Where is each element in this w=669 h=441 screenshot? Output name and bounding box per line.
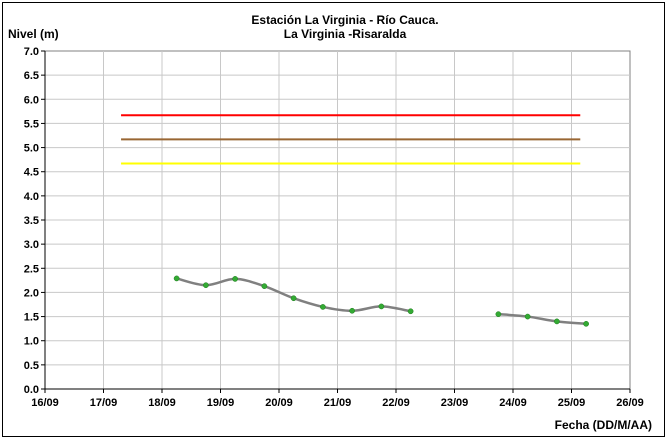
chart-title: Estación La Virginia - Río Cauca.: [251, 13, 438, 27]
y-tick-label: 5.5: [24, 118, 39, 130]
y-tick-label: 4.0: [24, 191, 39, 203]
series-line-segment: [498, 312, 587, 326]
x-tick-label: 18/09: [148, 397, 176, 409]
x-axis-label: Fecha (DD/M/AA): [555, 418, 652, 432]
y-tick-label: 3.5: [24, 215, 39, 227]
data-point: [378, 303, 385, 310]
y-tick-label: 2.5: [24, 263, 39, 275]
x-tick-label: 21/09: [324, 397, 352, 409]
x-tick-label: 23/09: [441, 397, 469, 409]
y-tick-label: 5.0: [24, 143, 39, 155]
x-tick-label: 16/09: [31, 397, 59, 409]
data-point: [290, 295, 297, 302]
y-tick-label: 4.5: [24, 167, 39, 179]
x-tick-label: 26/09: [616, 397, 644, 409]
data-point: [320, 304, 326, 310]
data-point: [173, 275, 180, 282]
y-tick-label: 3.0: [24, 239, 39, 251]
y-axis-label: Nivel (m): [8, 27, 59, 41]
x-tick-label: 20/09: [265, 397, 293, 409]
chart-subtitle: La Virginia -Risaralda: [284, 27, 407, 41]
y-tick-label: 1.5: [24, 312, 39, 324]
y-tick-label: 6.0: [24, 94, 39, 106]
x-tick-label: 19/09: [207, 397, 235, 409]
data-point: [495, 311, 502, 318]
axis-layer: 0.0 0.5 1.0 1.5 2.0 2.5 3.0 3.5 4.0 4.5 5.0 5.5 6.0 6…: [24, 46, 644, 409]
series-layer: [173, 275, 589, 327]
y-tick-label: 7.0: [24, 46, 39, 58]
data-point: [232, 276, 238, 282]
series-line-segment: [176, 277, 411, 313]
threshold-layer: [121, 114, 581, 165]
data-point: [261, 283, 268, 290]
x-tick-label: 22/09: [382, 397, 410, 409]
data-point: [524, 313, 531, 320]
x-tick-label: 17/09: [90, 397, 118, 409]
data-point: [583, 320, 589, 327]
data-point: [349, 307, 355, 314]
y-tick-label: 6.5: [24, 70, 39, 82]
grid-layer: [44, 50, 631, 390]
y-tick-label: 0.5: [24, 360, 39, 372]
x-tick-label: 25/09: [558, 397, 586, 409]
y-tick-label: 0.0: [24, 384, 39, 396]
y-tick-label: 1.0: [24, 336, 39, 348]
data-point: [554, 318, 560, 325]
data-point: [203, 282, 209, 289]
x-tick-label: 24/09: [499, 397, 527, 409]
y-tick-label: 2.0: [24, 287, 39, 299]
data-point: [407, 308, 414, 315]
